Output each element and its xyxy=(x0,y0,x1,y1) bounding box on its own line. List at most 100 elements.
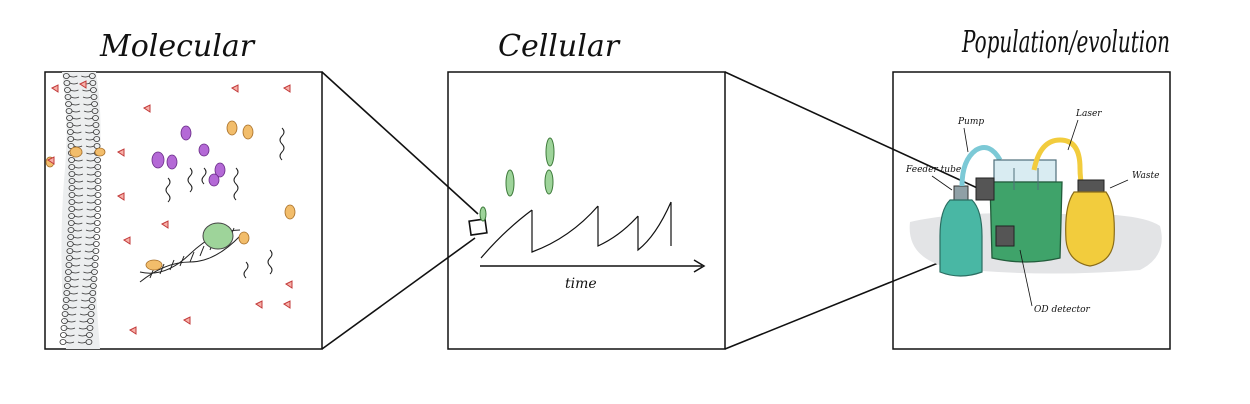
lipid-tail xyxy=(72,124,82,127)
label-pointers xyxy=(931,119,1129,307)
media-bottle xyxy=(939,185,983,277)
lipid-tail xyxy=(86,215,95,218)
lipid-tail xyxy=(67,313,77,316)
lipid-tail xyxy=(85,229,95,232)
lipid-tail xyxy=(69,75,78,78)
label-od-detector: OD detector xyxy=(1034,305,1091,315)
lipid-tail xyxy=(78,327,88,330)
lipid-tail xyxy=(86,222,95,225)
lipid-tail xyxy=(72,257,81,260)
lipid-tail xyxy=(84,124,94,127)
lipid-tail xyxy=(85,243,94,246)
time-axis-arrowhead xyxy=(693,259,706,273)
lipid-tail xyxy=(70,285,79,288)
division-markers xyxy=(531,202,672,252)
lipid-tail xyxy=(84,117,93,120)
lipid-tail xyxy=(85,145,95,148)
title-population: Population/evolution xyxy=(961,25,1170,60)
lipid-tail xyxy=(81,75,90,78)
lipid-tail xyxy=(71,271,80,274)
cellular-scene: time xyxy=(468,137,706,292)
lipid-tail xyxy=(82,89,91,92)
lipid-tail xyxy=(86,173,96,176)
lipid-tail xyxy=(77,341,87,344)
lipid-tail xyxy=(66,334,75,337)
molecular-scene xyxy=(45,72,296,349)
lipid-tail xyxy=(79,320,88,323)
lipid-tail xyxy=(73,243,82,246)
culture-vessel xyxy=(975,159,1063,263)
label-waste: Waste xyxy=(1132,171,1159,181)
lipid-tail xyxy=(84,250,94,253)
lipid-tail xyxy=(86,152,95,155)
lipid-tail xyxy=(82,96,92,99)
lipid-tail xyxy=(74,180,84,183)
lipid-tail xyxy=(86,187,96,190)
lipid-tail xyxy=(74,222,83,225)
label-laser: Laser xyxy=(1075,109,1102,119)
lipid-tail xyxy=(78,334,87,337)
lipid-tail xyxy=(79,313,89,316)
time-axis-label: time xyxy=(565,276,597,292)
panel-cellular xyxy=(447,71,726,350)
lipid-tail xyxy=(71,103,80,106)
lipid-tail xyxy=(85,138,94,141)
lipid-tail xyxy=(70,89,79,92)
lipid-tail xyxy=(86,159,95,162)
lipid-head xyxy=(59,339,67,345)
lipid-tail xyxy=(65,341,75,344)
lipid-tail xyxy=(83,103,92,106)
lipid-tail xyxy=(83,264,93,267)
lipid-tail xyxy=(66,327,76,330)
lipid-tail xyxy=(72,117,81,120)
small-molecules xyxy=(47,80,293,335)
lipid-tail xyxy=(69,299,78,302)
lipid-tail xyxy=(74,215,83,218)
lipid-tail xyxy=(71,264,81,267)
peptide-chains xyxy=(165,127,285,279)
lipid-head xyxy=(60,325,68,331)
lipid-tail xyxy=(80,306,89,309)
lipid-tail xyxy=(86,166,95,169)
lipid-tail xyxy=(70,278,80,281)
lipid-tail xyxy=(69,82,79,85)
lipid-tail xyxy=(74,208,83,211)
panel-molecular xyxy=(44,71,323,350)
lipid-tail xyxy=(73,138,82,141)
feeder-tube xyxy=(959,145,1003,187)
zoom-box xyxy=(468,218,488,236)
label-feeder: Feeder tube xyxy=(905,165,961,175)
title-cellular: Cellular xyxy=(498,29,621,64)
cells xyxy=(479,137,555,222)
lipid-tail xyxy=(72,250,82,253)
population-scene: Pump Feeder tube Laser Waste OD detector xyxy=(905,109,1162,315)
membrane-illustration xyxy=(59,72,102,349)
lipid-tail xyxy=(74,201,84,204)
lipid-tail xyxy=(69,292,78,295)
polymerase-shape xyxy=(202,222,234,250)
purple-proteins xyxy=(151,125,226,187)
lipid-tail xyxy=(81,299,90,302)
lipid-tail xyxy=(82,285,91,288)
lipid-tail xyxy=(73,229,83,232)
panel-population xyxy=(892,71,1171,350)
lipid-tail xyxy=(74,159,83,162)
title-molecular: Molecular xyxy=(99,29,256,64)
lipid-tail xyxy=(74,173,84,176)
lipid-tail xyxy=(73,131,82,134)
lipid-tail xyxy=(68,306,77,309)
growth-curve xyxy=(480,201,672,259)
lipid-tail xyxy=(73,236,82,239)
lipid-tail xyxy=(74,194,84,197)
lipid-tail xyxy=(84,257,93,260)
lipid-tail xyxy=(74,166,83,169)
lipid-tail xyxy=(71,110,81,113)
lipid-tail xyxy=(83,110,93,113)
lipid-tail xyxy=(86,180,96,183)
lipid-tail xyxy=(85,236,94,239)
lipid-tail xyxy=(81,292,90,295)
zoom-lines-molecular xyxy=(321,71,479,350)
lipid-tail xyxy=(86,201,96,204)
lipid-tail xyxy=(86,208,95,211)
